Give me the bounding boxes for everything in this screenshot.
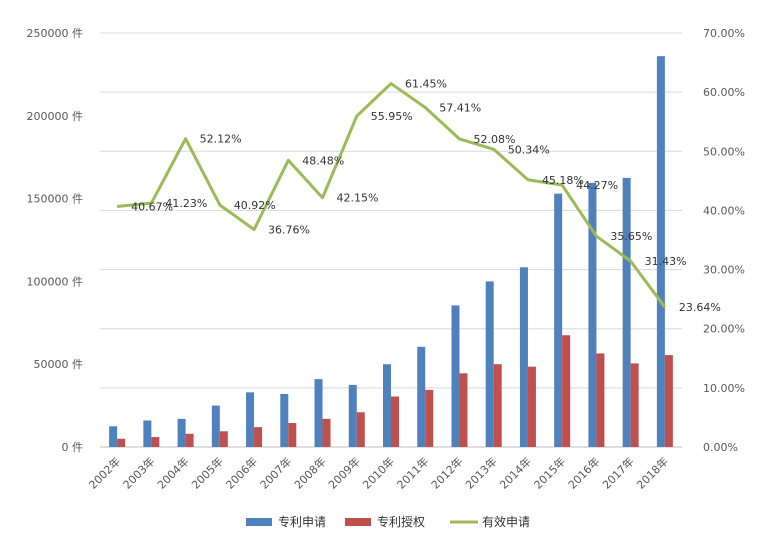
legend-swatch bbox=[246, 518, 272, 526]
bar-patent-grants bbox=[219, 431, 228, 447]
left-axis-tick-label: 50000 件 bbox=[34, 358, 84, 371]
line-data-label: 55.95% bbox=[371, 110, 413, 123]
bar-patent-applications bbox=[451, 305, 460, 447]
bar-patent-applications bbox=[280, 394, 289, 447]
line-data-label: 36.76% bbox=[268, 224, 310, 237]
bar-patent-grants bbox=[527, 366, 536, 447]
x-axis-tick-label: 2010年 bbox=[360, 454, 397, 491]
x-axis-tick-label: 2002年 bbox=[86, 454, 123, 491]
bar-patent-grants bbox=[391, 396, 399, 447]
x-axis-tick-label: 2003年 bbox=[120, 454, 157, 491]
legend-label: 有效申请 bbox=[482, 514, 530, 529]
legend-swatch bbox=[345, 518, 371, 526]
line-data-label: 57.41% bbox=[439, 101, 481, 114]
bar-patent-applications bbox=[588, 182, 597, 448]
x-axis-tick-label: 2004年 bbox=[154, 454, 191, 491]
bar-patent-grants bbox=[151, 437, 160, 447]
bar-patent-applications bbox=[211, 405, 220, 447]
line-valid-applications bbox=[116, 82, 667, 309]
bar-patent-applications bbox=[656, 56, 665, 448]
bar-patent-applications bbox=[177, 418, 186, 447]
bar-patent-applications bbox=[554, 193, 563, 447]
right-axis-tick-label: 60.00% bbox=[703, 86, 745, 99]
left-axis-tick-label: 150000 件 bbox=[27, 193, 84, 206]
x-axis-tick-label: 2007年 bbox=[257, 454, 294, 491]
line-data-label: 50.34% bbox=[508, 143, 550, 156]
bar-patent-grants bbox=[288, 422, 297, 447]
x-axis-tick-label: 2011年 bbox=[394, 454, 431, 491]
right-axis-tick-label: 0.00% bbox=[703, 441, 738, 454]
line-data-label: 41.23% bbox=[165, 197, 207, 210]
line-data-label: 45.18% bbox=[542, 174, 584, 187]
bar-patent-grants bbox=[185, 433, 194, 447]
line-data-label: 40.92% bbox=[234, 199, 276, 212]
right-axis-tick-label: 70.00% bbox=[703, 27, 745, 40]
bar-patent-grants bbox=[562, 335, 571, 447]
left-axis-tick-label: 0 件 bbox=[62, 441, 84, 454]
right-axis-tick-label: 50.00% bbox=[703, 145, 745, 158]
bar-patent-grants bbox=[630, 363, 639, 447]
bar-patent-applications bbox=[485, 281, 494, 447]
line-data-label: 52.12% bbox=[200, 133, 242, 146]
bar-patent-grants bbox=[322, 418, 331, 447]
bar-patent-applications bbox=[622, 177, 631, 447]
right-axis-tick-label: 20.00% bbox=[703, 323, 745, 336]
left-axis-tick-label: 250000 件 bbox=[27, 27, 84, 40]
x-axis-tick-label: 2016年 bbox=[565, 454, 602, 491]
x-axis-tick-label: 2018年 bbox=[634, 454, 671, 491]
line-data-label: 44.27% bbox=[576, 179, 618, 192]
line-data-label: 31.43% bbox=[645, 255, 687, 268]
right-axis-tick-label: 30.00% bbox=[703, 264, 745, 277]
line-data-label: 48.48% bbox=[302, 154, 344, 167]
legend-label: 专利授权 bbox=[377, 514, 425, 529]
bar-patent-applications bbox=[143, 420, 152, 447]
x-axis-tick-label: 2013年 bbox=[462, 454, 499, 491]
bar-patent-applications bbox=[348, 384, 357, 447]
bar-patent-grants bbox=[664, 355, 673, 447]
right-axis-tick-label: 40.00% bbox=[703, 204, 745, 217]
bar-patent-grants bbox=[459, 373, 468, 447]
right-axis-tick-label: 10.00% bbox=[703, 382, 745, 395]
x-axis-tick-label: 2009年 bbox=[325, 454, 362, 491]
bar-patent-applications bbox=[519, 267, 528, 447]
bar-patent-grants bbox=[254, 427, 263, 447]
x-axis-tick-label: 2017年 bbox=[599, 454, 636, 491]
bar-patent-grants bbox=[493, 364, 502, 447]
bar-patent-grants bbox=[356, 412, 365, 447]
x-axis-tick-label: 2008年 bbox=[291, 454, 328, 491]
bar-patent-grants bbox=[117, 438, 126, 447]
bar-patent-applications bbox=[246, 392, 255, 447]
line-data-label: 42.15% bbox=[337, 192, 379, 205]
line-data-label: 61.45% bbox=[405, 78, 447, 91]
left-axis-tick-label: 100000 件 bbox=[27, 275, 84, 288]
left-axis-tick-label: 200000 件 bbox=[27, 110, 84, 123]
x-axis-tick-label: 2005年 bbox=[188, 454, 225, 491]
bar-patent-applications bbox=[109, 426, 118, 447]
x-axis-tick-label: 2012年 bbox=[428, 454, 465, 491]
line-data-label: 52.08% bbox=[473, 133, 515, 146]
x-axis-tick-label: 2014年 bbox=[497, 454, 534, 491]
legend-label: 专利申请 bbox=[278, 514, 326, 529]
line-data-label: 40.67% bbox=[131, 200, 173, 213]
line-data-label: 35.65% bbox=[610, 230, 652, 243]
bar-patent-grants bbox=[425, 389, 434, 447]
bar-patent-applications bbox=[314, 379, 323, 447]
x-axis-tick-label: 2006年 bbox=[223, 454, 260, 491]
line-data-label: 23.64% bbox=[679, 301, 721, 314]
bar-patent-grants bbox=[596, 353, 605, 447]
x-axis-tick-label: 2015年 bbox=[531, 454, 568, 491]
bar-patent-applications bbox=[383, 364, 391, 447]
bar-patent-applications bbox=[417, 346, 426, 447]
